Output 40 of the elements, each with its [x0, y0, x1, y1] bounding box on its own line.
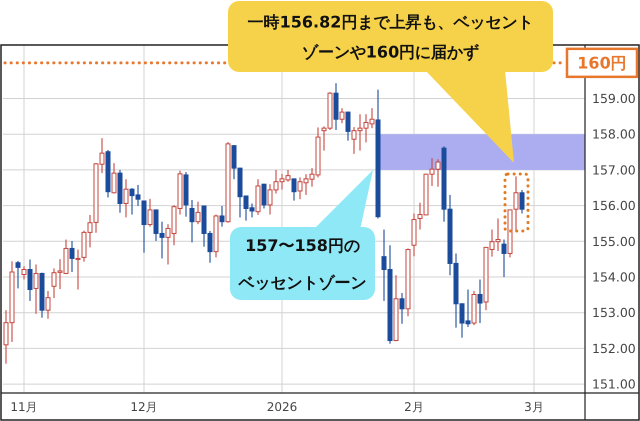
candlestick — [400, 292, 404, 324]
candlestick — [76, 248, 80, 290]
y-tick-label: 151.00 — [592, 376, 636, 392]
candlestick — [190, 199, 194, 243]
candlestick — [514, 176, 518, 232]
candlestick — [292, 178, 296, 202]
candlestick — [262, 183, 266, 210]
candlestick — [142, 200, 146, 254]
annotation: 一時156.82円まで上昇も、ベッセントゾーンや160円に届かず — [248, 12, 534, 61]
y-tick-label: 155.00 — [592, 234, 636, 249]
candlestick — [220, 205, 224, 228]
candlestick — [502, 238, 506, 278]
candlestick — [148, 198, 152, 228]
ref-line-label: 160円 — [577, 53, 627, 72]
candlestick — [22, 266, 26, 280]
candlestick — [520, 189, 524, 214]
y-tick-label: 154.00 — [592, 270, 636, 284]
y-tick-label: 157.00 — [592, 162, 636, 178]
y-tick-label: 158.00 — [592, 126, 636, 142]
x-tick-label: 12月 — [130, 400, 158, 414]
candlestick — [28, 258, 32, 302]
y-tick-label: 152.00 — [592, 340, 636, 356]
candlestick — [346, 111, 350, 142]
candlestick — [478, 278, 482, 324]
candlestick — [124, 178, 128, 218]
x-tick-label: 11月 — [10, 400, 38, 414]
y-tick-label: 159.00 — [592, 91, 636, 106]
candlestick — [46, 290, 50, 320]
x-tick-label: 2月 — [404, 400, 424, 414]
candlestick — [340, 108, 344, 124]
candlestick — [112, 162, 116, 194]
candlestick — [196, 201, 200, 225]
annotation: 157〜158円のベッセントゾーン — [238, 236, 366, 292]
candlestick — [70, 240, 74, 273]
y-tick-label: 156.00 — [592, 198, 636, 214]
y-tick-label: 153.00 — [592, 305, 636, 320]
candlestick — [16, 260, 20, 289]
candlestick — [34, 264, 38, 314]
x-tick-label: 2026 — [266, 400, 298, 414]
x-tick-label: 3月 — [524, 400, 544, 414]
